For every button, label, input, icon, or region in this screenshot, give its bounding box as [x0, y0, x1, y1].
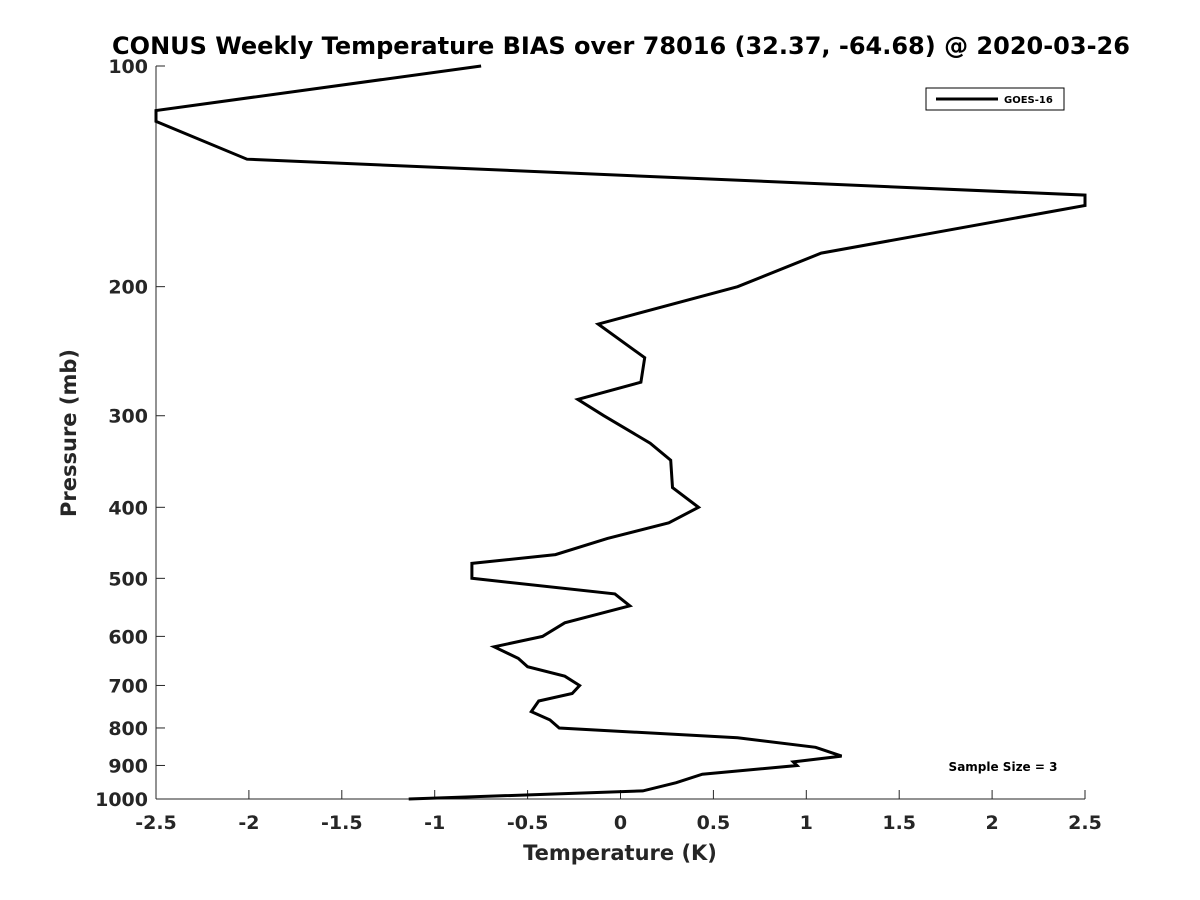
series-layer: [154, 64, 1087, 801]
y-tick-label: 100: [108, 56, 148, 78]
y-tick-label: 600: [108, 626, 148, 648]
y-tick-label: 1000: [95, 789, 148, 811]
y-axis-label: Pressure (mb): [57, 349, 81, 517]
x-tick-label: 2.5: [1068, 812, 1102, 834]
sample-size-annotation: Sample Size = 3: [949, 760, 1058, 774]
y-tick-label: 900: [108, 755, 148, 777]
x-tick-label: 0: [614, 812, 627, 834]
legend: GOES-16: [925, 87, 1065, 111]
y-tick-label: 200: [108, 277, 148, 299]
plot-axes: -2.5 -2 -1.5 -1 -0.5 0 0.5 1 1.5 2 2.5 100 200 300 400…: [95, 56, 1102, 834]
x-tick-label: -0.5: [507, 812, 549, 834]
y-tick-label: 400: [108, 497, 148, 519]
legend-entry-label: GOES-16: [1004, 95, 1053, 106]
y-tick-label: 800: [108, 718, 148, 740]
x-tick-label: -2.5: [135, 812, 177, 834]
chart-title: CONUS Weekly Temperature BIAS over 78016…: [112, 32, 1130, 60]
x-tick-label: 0.5: [697, 812, 731, 834]
x-tick-label: -2: [238, 812, 259, 834]
x-tick-label: 1: [800, 812, 813, 834]
y-tick-label: 500: [108, 568, 148, 590]
x-tick-label: -1.5: [321, 812, 363, 834]
x-tick-label: -1: [424, 812, 445, 834]
y-tick-label: 300: [108, 406, 148, 428]
x-tick-label: 1.5: [882, 812, 916, 834]
y-tick-label: 700: [108, 675, 148, 697]
x-tick-label: 2: [985, 812, 998, 834]
x-axis-label: Temperature (K): [523, 841, 717, 865]
series-line-goes-16: [154, 64, 1087, 801]
